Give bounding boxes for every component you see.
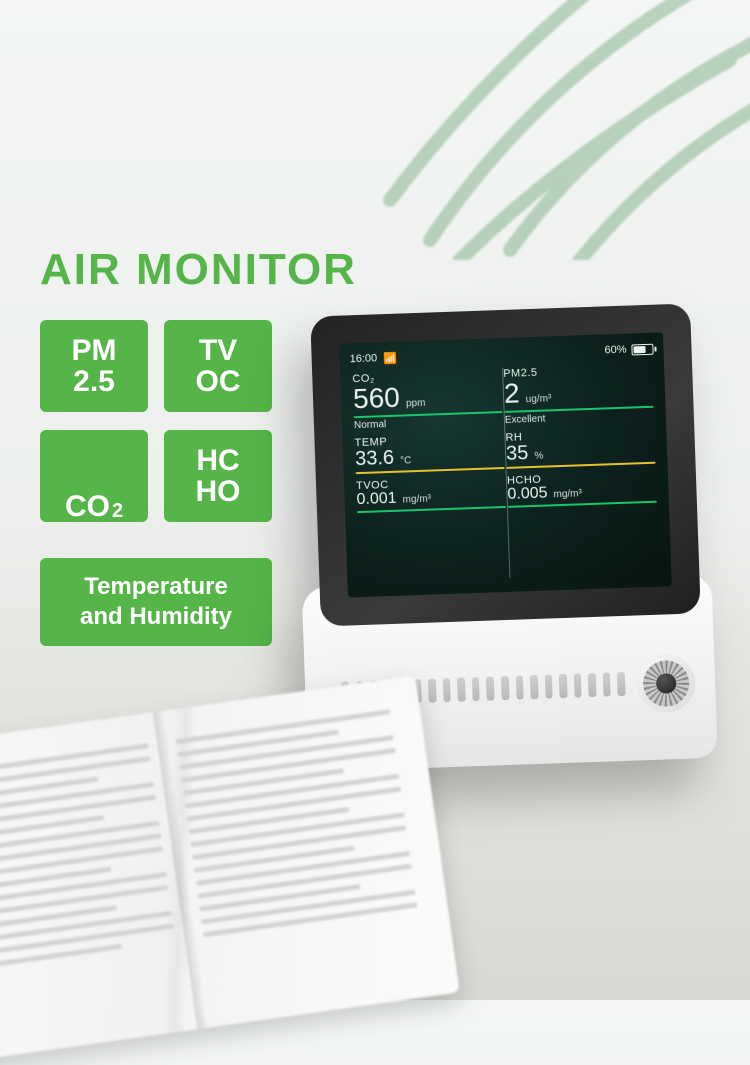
- badge-text: HC: [196, 445, 239, 477]
- metric-unit: %: [534, 451, 543, 462]
- headline: AIR MONITOR: [40, 245, 357, 295]
- metric-tvoc: TVOC 0.001 mg/m³: [356, 475, 506, 513]
- badge-pm25: PM 2.5: [40, 320, 148, 412]
- badge-text: Temperature: [80, 572, 232, 602]
- wifi-icon: 📶: [383, 351, 397, 364]
- metric-unit: ppm: [406, 398, 426, 410]
- metric-value: 0.001: [356, 491, 397, 508]
- badge-tvoc: TV OC: [164, 320, 272, 412]
- metric-value: 2: [503, 379, 520, 408]
- badge-text: 2.5: [73, 366, 115, 398]
- badge-temp-humidity: Temperature and Humidity: [40, 558, 272, 646]
- screen-bezel: 16:00 📶 60% CO₂ 560 ppm Norma: [310, 303, 701, 626]
- metric-unit: mg/m³: [553, 488, 582, 500]
- metric-value: 0.005: [507, 485, 548, 502]
- badge-text: HO: [196, 476, 241, 508]
- badge-co2: CO2: [40, 430, 148, 522]
- metric-unit: mg/m³: [402, 494, 431, 506]
- battery-icon: [631, 343, 653, 355]
- badge-text: OC: [196, 366, 241, 398]
- plant-decoration: [370, 0, 750, 260]
- badge-subscript: 2: [112, 501, 123, 522]
- metric-unit: ug/m³: [526, 393, 552, 405]
- screen-col-left: CO₂ 560 ppm Normal TEMP 33.6 °C: [352, 368, 508, 587]
- badge-text: PM: [72, 335, 117, 367]
- metric-hcho: HCHO 0.005 mg/m³: [507, 470, 657, 508]
- metric-unit: °C: [400, 455, 412, 466]
- metric-co2: CO₂ 560 ppm Normal: [352, 368, 503, 431]
- power-button[interactable]: [636, 653, 696, 713]
- badge-text: and Humidity: [80, 602, 232, 632]
- badge-text: CO: [65, 491, 110, 523]
- clock: 16:00: [349, 352, 377, 365]
- battery-fill: [633, 345, 645, 352]
- metric-value: 33.6: [355, 448, 395, 469]
- device-screen: 16:00 📶 60% CO₂ 560 ppm Norma: [339, 332, 672, 597]
- book-prop: [0, 675, 460, 1064]
- metric-value: 35: [506, 443, 529, 464]
- metric-value: 560: [353, 384, 401, 414]
- metric-pm25: PM2.5 2 ug/m³ Excellent: [503, 363, 654, 426]
- feature-badges: PM 2.5 TV OC CO2 HC HO: [40, 320, 272, 522]
- battery-percent: 60%: [604, 344, 626, 357]
- metric-temp: TEMP 33.6 °C: [354, 432, 504, 474]
- badge-hcho: HC HO: [164, 430, 272, 522]
- badge-text: TV: [199, 335, 237, 367]
- metric-rh: RH 35 %: [505, 427, 655, 469]
- metric-status: Normal: [354, 415, 503, 431]
- metric-status: Excellent: [505, 410, 654, 426]
- screen-col-right: PM2.5 2 ug/m³ Excellent RH 35 %: [503, 363, 659, 582]
